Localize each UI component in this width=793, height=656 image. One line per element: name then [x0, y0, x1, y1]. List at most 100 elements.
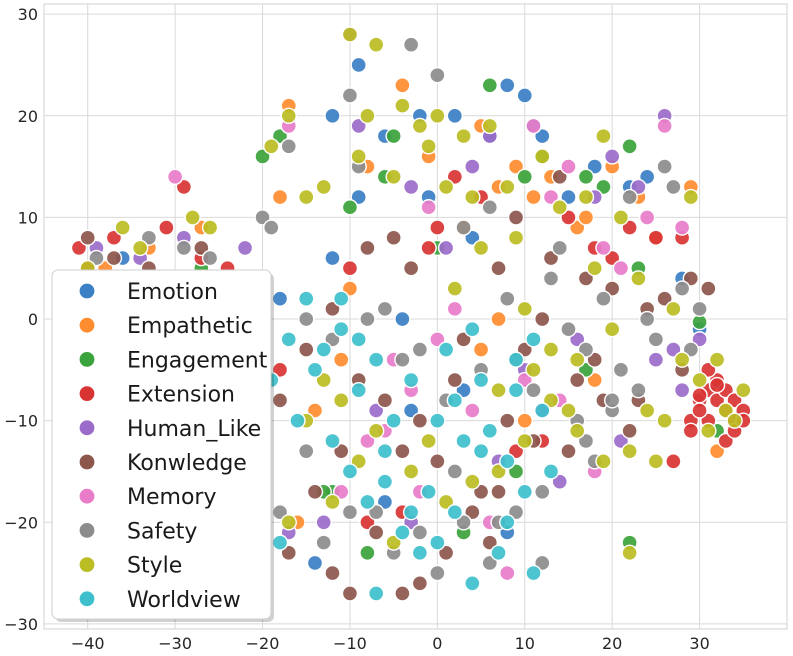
point-style: [131, 239, 149, 257]
x-tick-label: 30: [689, 634, 709, 653]
point-empathetic: [333, 351, 350, 368]
point-extension: [691, 387, 708, 404]
point-safety: [525, 381, 542, 399]
point-safety: [359, 310, 376, 328]
point-konwledge: [385, 229, 402, 246]
point-safety: [691, 300, 708, 318]
point-engagement: [621, 138, 638, 155]
point-safety: [201, 249, 219, 267]
point-safety: [175, 239, 193, 257]
point-safety: [263, 219, 280, 236]
point-empathetic: [525, 188, 542, 206]
legend-marker-style: [78, 555, 96, 574]
point-memory: [464, 402, 481, 419]
point-worldview: [341, 463, 359, 480]
point-extension: [647, 229, 665, 246]
point-konwledge: [341, 585, 359, 602]
point-style: [656, 412, 673, 429]
point-worldview: [472, 442, 490, 460]
point-konwledge: [402, 260, 420, 277]
y-tick-label: −30: [4, 615, 38, 634]
point-style: [464, 473, 481, 490]
x-tick-label: −10: [333, 634, 367, 653]
point-konwledge: [411, 575, 429, 592]
point-worldview: [525, 331, 542, 348]
point-style: [184, 209, 201, 226]
legend-marker-memory: [78, 487, 96, 505]
point-human-like: [673, 381, 691, 399]
point-konwledge: [534, 310, 551, 328]
legend-label-safety: Safety: [127, 519, 197, 544]
point-worldview: [455, 432, 472, 450]
point-konwledge: [490, 483, 507, 501]
point-safety: [603, 392, 621, 409]
point-safety: [411, 524, 429, 541]
point-emotion: [516, 87, 533, 104]
point-safety: [673, 280, 691, 297]
point-konwledge: [569, 371, 586, 389]
point-empathetic: [472, 341, 490, 358]
point-empathetic: [577, 209, 595, 226]
point-worldview: [429, 412, 446, 429]
point-safety: [481, 199, 498, 216]
point-style: [621, 442, 638, 460]
point-style: [367, 36, 385, 53]
point-style: [551, 199, 568, 216]
point-konwledge: [376, 392, 394, 409]
legend-label-emotion: Emotion: [127, 280, 218, 305]
point-safety: [298, 442, 315, 460]
point-style: [726, 412, 743, 429]
point-style: [525, 361, 542, 379]
point-worldview: [464, 321, 481, 338]
point-worldview: [350, 381, 367, 399]
point-konwledge: [700, 280, 717, 297]
point-empathetic: [271, 188, 289, 206]
point-worldview: [507, 381, 525, 399]
point-memory: [612, 260, 630, 277]
point-konwledge: [394, 585, 411, 602]
point-emotion: [271, 290, 289, 307]
point-style: [603, 321, 621, 338]
point-worldview: [446, 503, 464, 521]
legend-marker-engagement: [78, 350, 96, 368]
point-safety: [455, 219, 472, 236]
point-worldview: [542, 463, 560, 480]
point-konwledge: [359, 239, 376, 257]
point-empathetic: [490, 310, 507, 328]
point-extension: [691, 402, 708, 419]
point-style: [402, 463, 420, 480]
point-memory: [525, 117, 542, 135]
legend-label-engagement: Engagement: [127, 348, 268, 373]
legend-marker-extension: [78, 385, 96, 403]
point-emotion: [446, 107, 464, 124]
point-memory: [420, 199, 437, 216]
point-safety: [429, 66, 446, 84]
point-style: [647, 453, 665, 470]
point-style: [437, 178, 455, 196]
point-style: [341, 26, 359, 43]
point-style: [420, 138, 437, 155]
point-safety: [542, 270, 560, 287]
point-konwledge: [446, 371, 464, 389]
point-konwledge: [429, 453, 446, 470]
point-konwledge: [560, 442, 577, 460]
point-style: [560, 402, 577, 419]
point-safety: [411, 341, 429, 358]
point-human-like: [236, 239, 254, 257]
point-emotion: [499, 77, 516, 94]
point-emotion: [306, 554, 324, 572]
point-emotion: [394, 310, 411, 328]
point-style: [499, 178, 516, 196]
point-style: [350, 148, 367, 165]
point-memory: [673, 219, 691, 236]
point-worldview: [446, 392, 464, 409]
x-tick-label: −40: [71, 634, 105, 653]
point-emotion: [324, 249, 341, 267]
point-worldview: [437, 341, 455, 358]
legend: Emotion Empathetic Engagement Extension Huma…: [51, 269, 274, 622]
point-extension: [158, 219, 175, 236]
point-safety: [499, 290, 516, 307]
point-style: [691, 371, 708, 389]
legend-box: [51, 269, 272, 620]
